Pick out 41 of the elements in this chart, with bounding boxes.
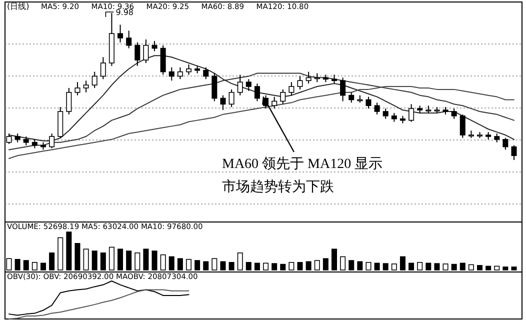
candlestick xyxy=(74,82,80,96)
candlestick xyxy=(237,74,243,96)
candlestick xyxy=(408,104,414,122)
candlestick xyxy=(177,66,183,80)
candlestick xyxy=(246,78,252,92)
candlestick xyxy=(143,38,149,64)
annotation: 9.98 xyxy=(116,8,134,17)
candlestick xyxy=(280,88,286,105)
candlestick xyxy=(374,102,380,115)
candlestick xyxy=(382,108,388,120)
candlestick xyxy=(49,133,55,149)
candlestick xyxy=(83,80,89,93)
candlestick xyxy=(348,92,354,104)
candlestick xyxy=(340,77,346,102)
candlestick xyxy=(288,82,294,96)
candlestick xyxy=(254,83,260,102)
candlestick xyxy=(272,96,278,110)
candlestick xyxy=(228,88,234,108)
candlestick xyxy=(460,114,466,138)
candlestick xyxy=(212,72,218,102)
candlestick xyxy=(118,24,124,43)
candlestick xyxy=(152,40,158,52)
text: 市场趋势转为下跌 xyxy=(222,179,334,195)
candlestick xyxy=(134,42,140,66)
candlestick xyxy=(203,66,209,80)
candlestick xyxy=(511,144,517,160)
annotation: MA60 领先于 MA120 显示 xyxy=(222,156,383,172)
candlestick xyxy=(366,96,372,110)
candlestick xyxy=(297,76,303,90)
candlestick xyxy=(220,94,226,111)
candlestick xyxy=(502,137,508,150)
candlestick xyxy=(66,87,72,115)
candlestick xyxy=(100,56,106,80)
chart-title: (日线) xyxy=(7,2,30,11)
candlestick xyxy=(92,71,98,88)
candlestick xyxy=(126,30,132,49)
candlestick xyxy=(306,71,312,84)
candlestick xyxy=(451,108,457,120)
candlestick xyxy=(168,66,174,82)
candlestick xyxy=(186,64,192,76)
candlestick xyxy=(160,44,166,76)
